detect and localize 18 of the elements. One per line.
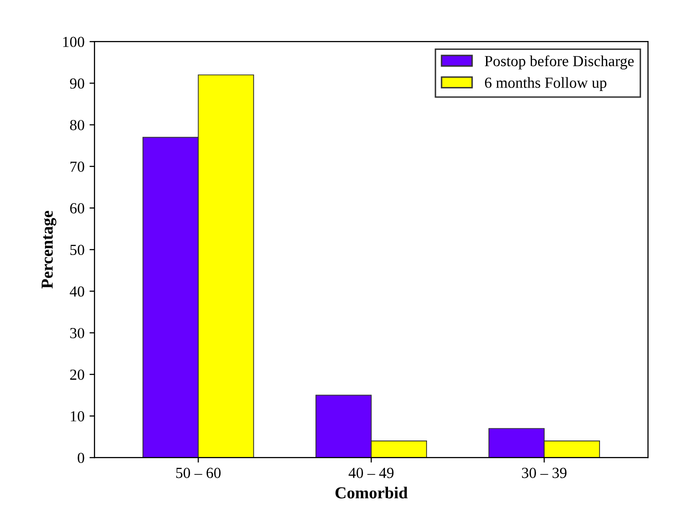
legend-label: Postop before Discharge	[484, 55, 634, 70]
y-tick-label: 60	[70, 203, 84, 214]
y-tick-label: 50	[70, 244, 84, 256]
x-tick-label: 50 – 60	[176, 468, 221, 478]
y-tick-label: 90	[70, 78, 84, 89]
y-tick-label: 40	[70, 286, 84, 297]
legend-label: 6 months Follow up	[484, 77, 606, 91]
x-axis-title: Comorbid	[335, 486, 408, 498]
y-tick-label: 100	[63, 36, 84, 48]
y-axis-title: Percentage	[42, 210, 56, 288]
x-tick-label: 30 – 39	[522, 468, 567, 478]
y-tick-label: 30	[70, 328, 84, 338]
x-tick-label: 40 – 49	[348, 468, 394, 478]
y-tick-label: 0	[78, 452, 84, 464]
y-tick-label: 20	[70, 370, 84, 380]
y-tick-label: 10	[70, 411, 84, 422]
y-tick-label: 80	[70, 120, 84, 130]
y-tick-label: 70	[70, 162, 84, 172]
